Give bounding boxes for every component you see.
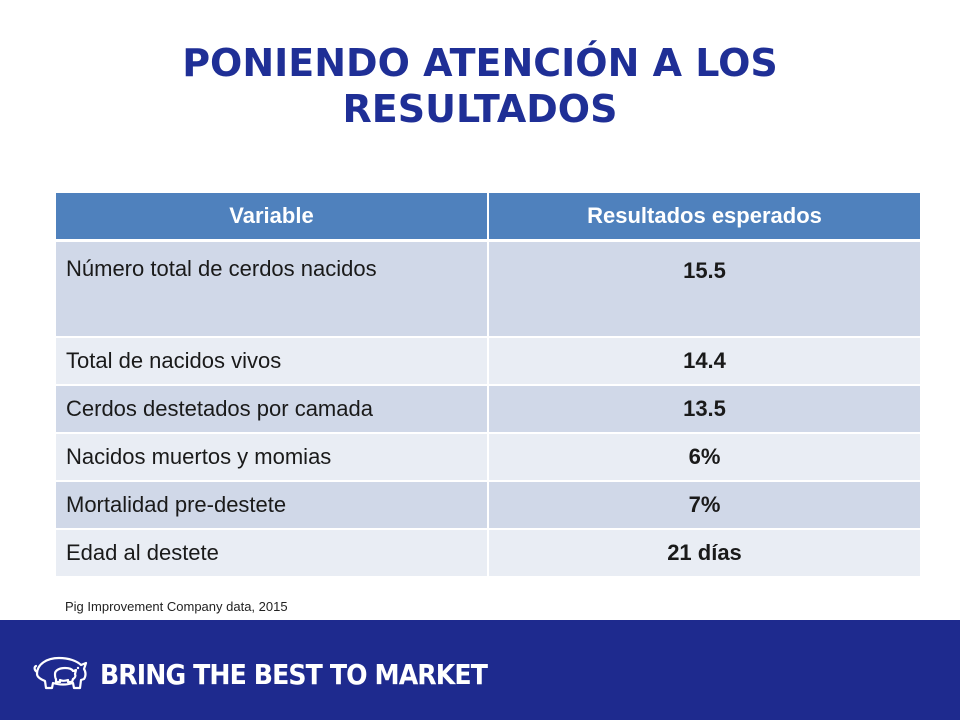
table-row: Mortalidad pre-destete 7% — [56, 480, 920, 529]
footer-tagline: BRING THE BEST TO MARKET — [100, 658, 488, 691]
value-cell: 7% — [487, 480, 920, 529]
value-cell: 13.5 — [487, 384, 920, 433]
slide-title: PONIENDO ATENCIÓN A LOS RESULTADOS — [182, 41, 778, 131]
variable-cell: Cerdos destetados por camada — [56, 384, 488, 433]
variable-cell: Total de nacidos vivos — [56, 336, 488, 385]
value-cell: 14.4 — [487, 336, 920, 385]
table-row: Nacidos muertos y momias 6% — [56, 432, 920, 481]
pig-logo-icon — [33, 656, 88, 690]
value-cell: 6% — [487, 432, 920, 481]
footer-band — [0, 620, 960, 720]
table-header-row: Variable Resultados esperados — [56, 193, 920, 242]
column-header-expected-results: Resultados esperados — [488, 193, 920, 242]
variable-cell: Edad al destete — [56, 528, 488, 576]
variable-cell: Mortalidad pre-destete — [56, 480, 488, 529]
value-cell: 21 días — [487, 528, 920, 576]
column-header-variable: Variable — [56, 193, 489, 242]
table-row: Total de nacidos vivos 14.4 — [56, 336, 920, 385]
variable-cell: Número total de cerdos nacidos — [56, 239, 488, 337]
table-row: Edad al destete 21 días — [56, 528, 920, 576]
value-cell: 15.5 — [487, 239, 920, 337]
source-citation: Pig Improvement Company data, 2015 — [65, 599, 288, 614]
table-row: Cerdos destetados por camada 13.5 — [56, 384, 920, 433]
results-table: Variable Resultados esperados Número tot… — [56, 193, 920, 576]
variable-cell: Nacidos muertos y momias — [56, 432, 488, 481]
table-row: Número total de cerdos nacidos 15.5 — [56, 239, 920, 337]
